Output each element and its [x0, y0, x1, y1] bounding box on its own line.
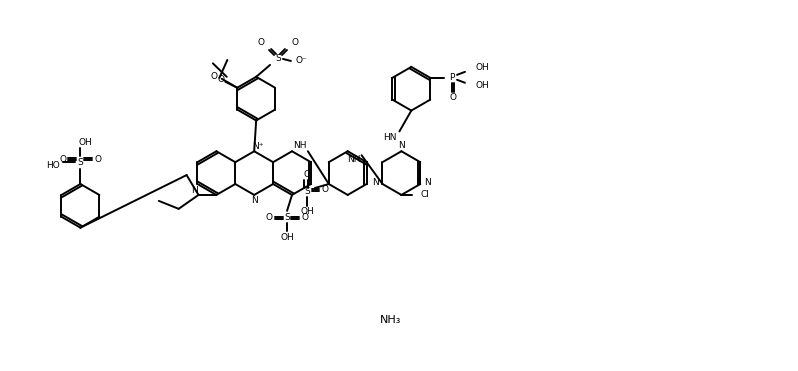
Text: O: O [322, 186, 328, 194]
Text: N: N [398, 141, 405, 150]
Text: N⁺: N⁺ [252, 142, 264, 151]
Text: O: O [291, 37, 298, 47]
Text: OH: OH [78, 138, 92, 147]
Text: N: N [372, 178, 379, 187]
Text: P: P [449, 73, 455, 82]
Text: O: O [449, 93, 456, 102]
Text: OH: OH [300, 207, 314, 216]
Text: N: N [192, 187, 198, 196]
Text: NH₃: NH₃ [379, 315, 401, 325]
Text: S: S [304, 187, 310, 197]
Text: O: O [59, 155, 66, 164]
Text: NH: NH [347, 155, 361, 164]
Text: OH: OH [280, 233, 294, 242]
Text: O: O [266, 213, 273, 222]
Text: OH: OH [476, 63, 490, 72]
Text: HO: HO [45, 161, 60, 170]
Text: OH: OH [476, 81, 490, 90]
Text: NH: NH [293, 141, 306, 150]
Text: O⁻: O⁻ [296, 56, 308, 65]
Text: S: S [77, 158, 83, 167]
Text: O: O [303, 170, 310, 178]
Text: O: O [258, 37, 265, 47]
Text: HN: HN [383, 133, 397, 142]
Text: O: O [218, 75, 225, 84]
Text: N: N [251, 196, 258, 206]
Text: O: O [211, 72, 217, 81]
Text: N: N [424, 178, 431, 187]
Text: S: S [284, 213, 290, 222]
Text: O: O [95, 155, 102, 164]
Text: Cl: Cl [421, 190, 429, 200]
Text: S: S [275, 55, 281, 63]
Text: O: O [302, 213, 308, 222]
